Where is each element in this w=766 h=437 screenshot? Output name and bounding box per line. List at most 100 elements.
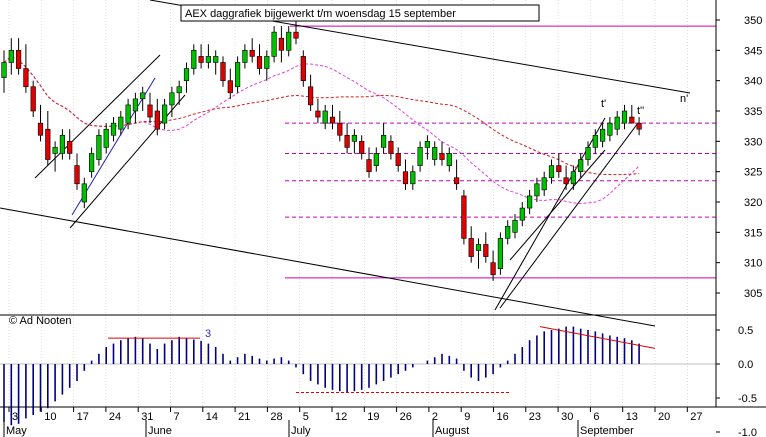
month-label: August xyxy=(435,425,469,437)
candle-body xyxy=(74,165,80,185)
candle-body xyxy=(140,92,146,100)
price-tick-label: 325 xyxy=(744,167,762,179)
candle-body xyxy=(366,159,372,172)
candle xyxy=(578,153,584,178)
candle xyxy=(483,232,489,263)
candle-body xyxy=(359,141,365,154)
candle-body xyxy=(169,92,175,106)
candle-body xyxy=(351,134,358,142)
candle xyxy=(140,86,146,111)
candle xyxy=(315,98,321,124)
x-tick-label: 23 xyxy=(529,411,541,423)
candle xyxy=(556,153,562,178)
candle-body xyxy=(23,68,29,88)
oscillator-tick-label: 0.5 xyxy=(738,325,753,337)
candle xyxy=(205,44,212,69)
candle-body xyxy=(67,141,73,154)
x-tick-label: 3 xyxy=(12,411,18,423)
candle-body xyxy=(519,207,525,221)
candle-body xyxy=(570,171,576,185)
candle xyxy=(453,159,460,190)
oscillator-tick-label: 0.0 xyxy=(738,359,753,371)
candle xyxy=(52,141,58,172)
candle xyxy=(329,104,336,130)
candle-body xyxy=(490,262,496,276)
candle-body xyxy=(242,50,248,63)
candle xyxy=(607,117,613,142)
price-tick-label: 340 xyxy=(744,76,762,88)
y-axis: 305 310 315 320 325 330 335 340 345 350 0.5 0.0 -0.5… xyxy=(716,15,762,437)
candle xyxy=(570,165,576,190)
candle xyxy=(307,74,314,111)
candle xyxy=(322,104,328,130)
candle-body xyxy=(45,128,51,160)
price-tick-label: 315 xyxy=(744,227,762,239)
candle xyxy=(242,44,248,69)
candle xyxy=(526,189,533,215)
candle-body xyxy=(329,116,336,124)
candle-body xyxy=(402,171,409,185)
candle xyxy=(118,111,124,136)
x-axis: 3 10 17 24 31 7 14 21 28 5 12 19 26 2 9 16 23 30 6 13 20 27 Ma… xyxy=(3,407,703,437)
candle xyxy=(585,141,591,166)
candle-body xyxy=(534,183,540,197)
candle xyxy=(249,38,255,63)
candle-body xyxy=(636,122,642,130)
candle-body xyxy=(8,50,14,63)
candle-body xyxy=(110,122,117,136)
candle xyxy=(337,111,343,142)
annotation-t-double-prime: t'' xyxy=(637,105,644,117)
candle xyxy=(256,44,263,75)
candle-body xyxy=(256,56,263,69)
candle xyxy=(563,165,569,190)
candle xyxy=(402,159,409,190)
candle xyxy=(235,56,241,93)
x-tick-label: 21 xyxy=(238,411,250,423)
candle xyxy=(599,123,606,148)
candle xyxy=(461,189,467,245)
x-tick-label: 13 xyxy=(626,411,638,423)
candle-body xyxy=(439,153,445,160)
candle-body xyxy=(271,31,277,57)
candle xyxy=(621,104,628,130)
candle-body xyxy=(614,116,620,130)
candle xyxy=(59,129,65,160)
candle-body xyxy=(512,219,518,233)
candle xyxy=(351,129,358,154)
candle xyxy=(344,123,350,154)
candle-body xyxy=(453,177,460,185)
annotation-3: 3 xyxy=(205,328,211,340)
candle-body xyxy=(307,86,314,106)
candle-body xyxy=(30,86,36,112)
candle-body xyxy=(548,165,555,179)
candle-body xyxy=(154,110,160,130)
candle-body xyxy=(59,134,65,154)
x-tick-label: 24 xyxy=(109,411,121,423)
x-tick-label: 7 xyxy=(174,411,180,423)
candle-body xyxy=(15,50,22,69)
price-tick-label: 320 xyxy=(744,197,762,209)
oscillator-ref-line xyxy=(539,326,656,349)
oscillator-tick-label: -1.0 xyxy=(738,427,757,437)
annotation-n-prime: n' xyxy=(680,93,688,105)
candle-body xyxy=(446,153,452,166)
x-tick-label: 2 xyxy=(432,411,438,423)
x-tick-label: 27 xyxy=(690,411,702,423)
candle xyxy=(74,153,80,190)
candle-body xyxy=(497,238,504,270)
candle xyxy=(183,62,190,93)
candle-body xyxy=(132,98,139,112)
candle xyxy=(191,44,197,75)
candle xyxy=(23,44,29,93)
grid xyxy=(8,0,688,407)
candle xyxy=(213,50,219,75)
candle-body xyxy=(300,56,306,81)
candle-body xyxy=(52,147,58,154)
price-tick-label: 345 xyxy=(744,45,762,57)
candle-body xyxy=(220,62,226,81)
candle-body xyxy=(264,56,270,69)
candle xyxy=(366,147,372,178)
candle-body xyxy=(373,153,379,166)
x-tick-label: 19 xyxy=(367,411,379,423)
